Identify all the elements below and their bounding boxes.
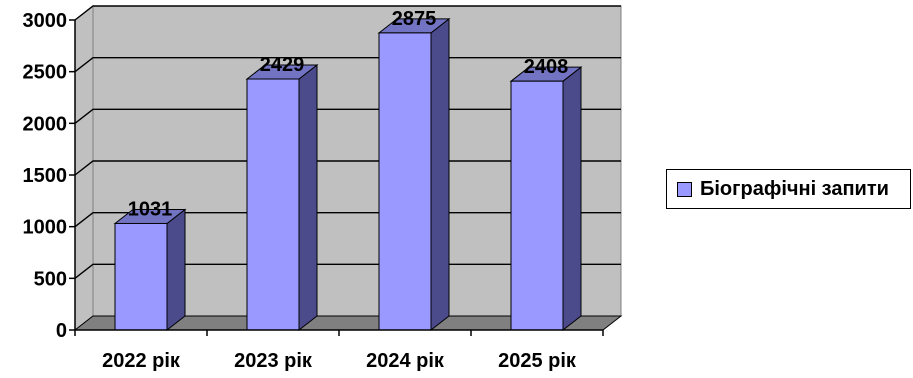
- y-tick-label: 2500: [23, 62, 68, 84]
- y-tick-label: 0: [56, 320, 67, 342]
- bar-side: [166, 208, 186, 332]
- y-tick-label: 2000: [23, 113, 68, 135]
- y-tick-label: 3000: [23, 10, 68, 32]
- bar-side: [430, 17, 450, 332]
- x-tick-label: 2022 рік: [102, 350, 181, 372]
- category-axis: 2022 рік 2023 рік 2024 рік 2025 рік: [74, 329, 604, 372]
- x-tick-label: 2023 рік: [234, 350, 313, 372]
- bars: [113, 17, 583, 332]
- bar-side: [298, 63, 318, 332]
- legend: Біографічні запити: [666, 169, 911, 209]
- data-label: 2408: [524, 56, 569, 78]
- data-label: 2429: [260, 54, 305, 76]
- bar-side: [562, 66, 582, 332]
- data-labels: 1031 2429 2875 2408: [128, 8, 569, 221]
- bar: [510, 80, 564, 331]
- data-label: 1031: [128, 198, 173, 220]
- legend-label: Біографічні запити: [700, 177, 889, 200]
- data-label: 2875: [392, 8, 437, 30]
- gridline: [74, 5, 621, 21]
- value-axis: 0 500 1000 1500 2000 2500 3000: [23, 10, 76, 342]
- bar: [114, 222, 168, 331]
- bar: [246, 78, 300, 331]
- x-tick-label: 2025 рік: [498, 350, 577, 372]
- y-tick-label: 500: [34, 268, 67, 290]
- bar: [378, 32, 432, 331]
- x-tick-label: 2024 рік: [366, 350, 445, 372]
- legend-swatch: [677, 181, 692, 197]
- y-tick-label: 1000: [23, 217, 68, 239]
- y-tick-label: 1500: [23, 165, 68, 187]
